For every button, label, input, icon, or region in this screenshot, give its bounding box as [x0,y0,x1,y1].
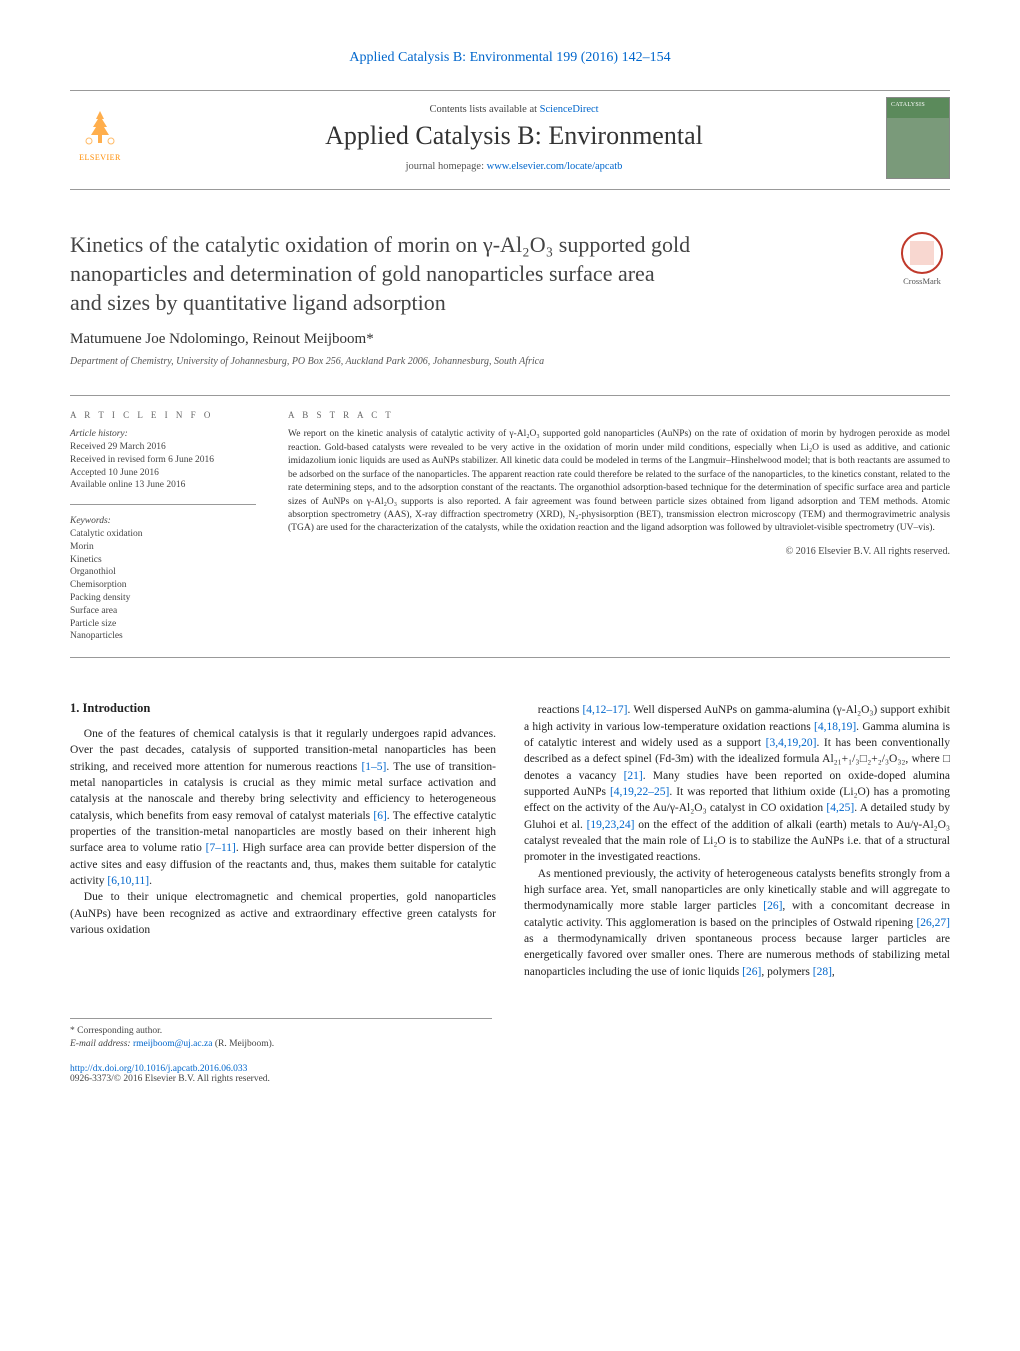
keyword: Organothiol [70,566,256,579]
abstract-heading: A B S T R A C T [288,410,950,420]
column-left: 1. Introduction One of the features of c… [70,700,496,980]
keyword: Nanoparticles [70,630,256,643]
column-right: reactions [4,12–17]. Well dispersed AuNP… [524,700,950,980]
online-date: Available online 13 June 2016 [70,479,256,492]
journal-cover-thumb[interactable] [886,97,950,179]
body-para: Due to their unique electromagnetic and … [70,889,496,938]
revised-date: Received in revised form 6 June 2016 [70,454,256,467]
title-line-3: and sizes by quantitative ligand adsorpt… [70,290,446,315]
elsevier-tree-icon [77,105,123,151]
homepage-line: journal homepage: www.elsevier.com/locat… [142,161,886,172]
contents-prefix: Contents lists available at [429,104,539,115]
affiliation: Department of Chemistry, University of J… [70,356,950,367]
homepage-link[interactable]: www.elsevier.com/locate/apcatb [487,161,623,172]
keyword: Morin [70,541,256,554]
email-label: E-mail address: [70,1039,133,1049]
article-info-box: A R T I C L E I N F O Article history: R… [70,396,270,658]
contents-available-line: Contents lists available at ScienceDirec… [142,104,886,115]
journal-name: Applied Catalysis B: Environmental [142,121,886,151]
homepage-prefix: journal homepage: [406,161,487,172]
keywords-label: Keywords: [70,515,256,528]
abstract-copyright: © 2016 Elsevier B.V. All rights reserved… [288,546,950,557]
doi-block: http://dx.doi.org/10.1016/j.apcatb.2016.… [70,1064,950,1084]
accepted-date: Accepted 10 June 2016 [70,467,256,480]
body-columns: 1. Introduction One of the features of c… [70,700,950,980]
body-para: reactions [4,12–17]. Well dispersed AuNP… [524,702,950,865]
keyword: Surface area [70,605,256,618]
crossmark-label: CrossMark [894,276,950,286]
body-para: One of the features of chemical catalysi… [70,726,496,889]
journal-header: ELSEVIER Contents lists available at Sci… [70,90,950,190]
publisher-name: ELSEVIER [79,153,121,162]
keyword: Chemisorption [70,579,256,592]
history-label: Article history: [70,428,256,441]
keyword: Particle size [70,618,256,631]
publisher-logo[interactable]: ELSEVIER [70,105,130,171]
article-info-heading: A R T I C L E I N F O [70,410,256,420]
issn-copyright: 0926-3373/© 2016 Elsevier B.V. All right… [70,1074,270,1084]
abstract-box: A B S T R A C T We report on the kinetic… [270,396,950,658]
corresponding-author-footer: * Corresponding author. E-mail address: … [70,1018,492,1051]
article-title: Kinetics of the catalytic oxidation of m… [70,230,878,317]
running-head[interactable]: Applied Catalysis B: Environmental 199 (… [70,50,950,66]
keyword: Catalytic oxidation [70,528,256,541]
email-line: E-mail address: rmeijboom@uj.ac.za (R. M… [70,1038,492,1051]
title-line-2: nanoparticles and determination of gold … [70,261,655,286]
section-heading-introduction: 1. Introduction [70,700,496,718]
body-para: As mentioned previously, the activity of… [524,866,950,980]
sciencedirect-link[interactable]: ScienceDirect [540,104,599,115]
keyword: Kinetics [70,554,256,567]
received-date: Received 29 March 2016 [70,441,256,454]
corresponding-label: * Corresponding author. [70,1025,492,1038]
crossmark-icon [901,232,943,274]
email-suffix: (R. Meijboom). [212,1039,274,1049]
abstract-text: We report on the kinetic analysis of cat… [288,428,950,536]
title-line-1: Kinetics of the catalytic oxidation of m… [70,232,690,257]
keyword: Packing density [70,592,256,605]
crossmark-badge[interactable]: CrossMark [894,232,950,286]
author-list: Matumuene Joe Ndolomingo, Reinout Meijbo… [70,331,950,348]
corresponding-email-link[interactable]: rmeijboom@uj.ac.za [133,1039,212,1049]
doi-link[interactable]: http://dx.doi.org/10.1016/j.apcatb.2016.… [70,1064,247,1074]
